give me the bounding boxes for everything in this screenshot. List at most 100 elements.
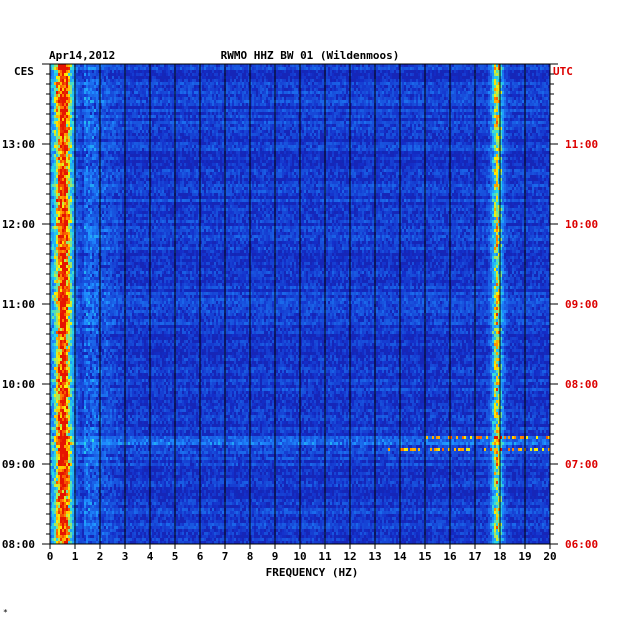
heatmap-cell: [190, 70, 192, 73]
heatmap-cell: [452, 91, 454, 94]
heatmap-cell: [66, 124, 68, 127]
heatmap-cell: [184, 70, 186, 73]
heatmap-cell: [390, 64, 392, 67]
heatmap-cell: [480, 82, 482, 85]
heatmap-cell: [236, 106, 238, 109]
heatmap-cell: [298, 100, 300, 103]
heatmap-cell: [234, 133, 236, 136]
heatmap-cell: [172, 100, 174, 103]
heatmap-cell: [218, 118, 220, 121]
heatmap-cell: [460, 109, 462, 112]
heatmap-cell: [406, 73, 408, 76]
heatmap-cell: [382, 115, 384, 118]
heatmap-cell: [136, 115, 138, 118]
heatmap-cell: [322, 106, 324, 109]
heatmap-cell: [536, 64, 538, 67]
heatmap-cell: [498, 103, 500, 106]
heatmap-cell: [536, 124, 538, 127]
heatmap-cell: [168, 115, 170, 118]
heatmap-cell: [528, 64, 530, 67]
heatmap-cell: [408, 85, 410, 88]
heatmap-cell: [412, 67, 414, 70]
heatmap-cell: [202, 79, 204, 82]
heatmap-cell: [354, 85, 356, 88]
heatmap-cell: [248, 133, 250, 136]
heatmap-cell: [536, 115, 538, 118]
heatmap-cell: [292, 64, 294, 67]
heatmap-cell: [130, 73, 132, 76]
heatmap-cell: [176, 106, 178, 109]
heatmap-cell: [464, 88, 466, 91]
heatmap-cell: [100, 133, 102, 136]
heatmap-cell: [506, 82, 508, 85]
heatmap-cell: [450, 82, 452, 85]
heatmap-cell: [428, 67, 430, 70]
heatmap-cell: [130, 103, 132, 106]
heatmap-cell: [538, 112, 540, 115]
heatmap-cell: [246, 127, 248, 130]
heatmap-cell: [354, 124, 356, 127]
heatmap-cell: [408, 82, 410, 85]
heatmap-cell: [200, 76, 202, 79]
heatmap-cell: [344, 118, 346, 121]
heatmap-cell: [500, 118, 502, 121]
heatmap-cell: [392, 64, 394, 67]
heatmap-cell: [400, 82, 402, 85]
heatmap-cell: [492, 91, 494, 94]
heatmap-cell: [472, 67, 474, 70]
heatmap-cell: [226, 130, 228, 133]
heatmap-cell: [544, 97, 546, 100]
heatmap-cell: [490, 121, 492, 124]
heatmap-cell: [450, 118, 452, 121]
heatmap-cell: [64, 130, 66, 133]
heatmap-cell: [192, 121, 194, 124]
heatmap-cell: [264, 103, 266, 106]
heatmap-cell: [112, 70, 114, 73]
heatmap-cell: [118, 79, 120, 82]
heatmap-cell: [260, 124, 262, 127]
heatmap-cell: [386, 121, 388, 124]
heatmap-cell: [134, 103, 136, 106]
heatmap-cell: [240, 127, 242, 130]
heatmap-cell: [182, 106, 184, 109]
heatmap-cell: [456, 82, 458, 85]
heatmap-cell: [286, 121, 288, 124]
heatmap-cell: [242, 109, 244, 112]
heatmap-cell: [500, 112, 502, 115]
heatmap-cell: [548, 79, 550, 82]
heatmap-cell: [476, 82, 478, 85]
heatmap-cell: [358, 112, 360, 115]
heatmap-cell: [438, 70, 440, 73]
heatmap-cell: [282, 67, 284, 70]
heatmap-cell: [156, 91, 158, 94]
heatmap-cell: [484, 91, 486, 94]
heatmap-cell: [514, 103, 516, 106]
heatmap-cell: [190, 76, 192, 79]
heatmap-cell: [260, 115, 262, 118]
heatmap-cell: [248, 115, 250, 118]
heatmap-cell: [218, 88, 220, 91]
heatmap-cell: [282, 118, 284, 121]
heatmap-cell: [372, 118, 374, 121]
heatmap-cell: [64, 82, 66, 85]
heatmap-cell: [502, 97, 504, 100]
heatmap-cell: [426, 91, 428, 94]
heatmap-cell: [426, 124, 428, 127]
heatmap-cell: [492, 76, 494, 79]
heatmap-cell: [492, 115, 494, 118]
heatmap-cell: [370, 64, 372, 67]
heatmap-cell: [110, 115, 112, 118]
heatmap-cell: [416, 64, 418, 67]
heatmap-cell: [132, 70, 134, 73]
heatmap-cell: [242, 70, 244, 73]
heatmap-cell: [492, 112, 494, 115]
heatmap-cell: [82, 112, 84, 115]
heatmap-cell: [92, 121, 94, 124]
heatmap-cell: [122, 67, 124, 70]
heatmap-cell: [546, 97, 548, 100]
heatmap-cell: [312, 100, 314, 103]
heatmap-cell: [508, 94, 510, 97]
heatmap-cell: [164, 115, 166, 118]
heatmap-cell: [316, 127, 318, 130]
heatmap-cell: [62, 88, 64, 91]
